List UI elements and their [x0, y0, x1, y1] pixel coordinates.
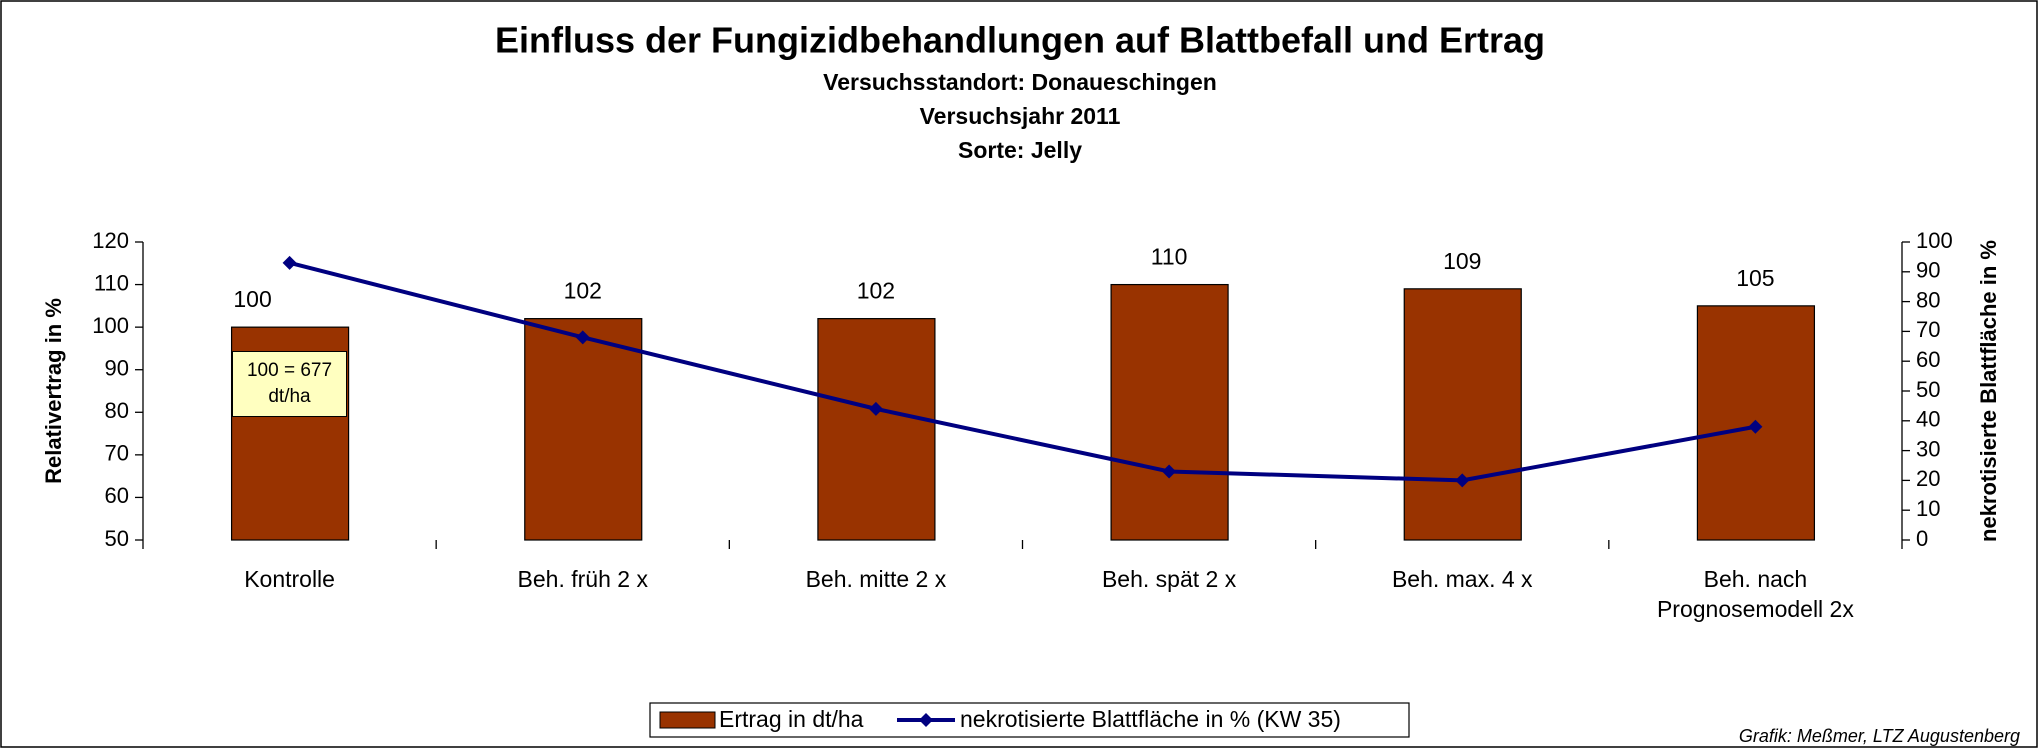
y2-tick-label: 40 [1916, 407, 1940, 432]
data-label: 100 [233, 286, 271, 312]
line [289, 260, 1756, 483]
legend-marker [919, 713, 933, 727]
data-label: 110 [1151, 244, 1188, 270]
legend-box [649, 702, 1410, 738]
y-axis-title: Relativertrag in % [41, 298, 66, 484]
chart-subtitle: Versuchsjahr 2011 [920, 103, 1121, 129]
bar [524, 318, 643, 541]
y2-tick-label: 20 [1916, 466, 1940, 491]
y-tick-label: 70 [105, 441, 129, 466]
line-marker [868, 401, 883, 416]
x-tick-label: Beh. mitte 2 x [805, 566, 947, 592]
y2-tick-label: 10 [1916, 496, 1940, 521]
y2-tick-label: 30 [1916, 436, 1940, 461]
data-label: 109 [1443, 248, 1481, 274]
y-tick-label: 110 [94, 270, 129, 295]
y-tick-label: 100 [92, 313, 129, 338]
x-tick-label: Beh. spät 2 x [1101, 566, 1237, 592]
chart-subtitle: Sorte: Jelly [958, 137, 1082, 163]
y-tick-label: 90 [105, 356, 129, 381]
y2-axis-title: nekrotisierte Blattfläche in % [1976, 240, 2001, 542]
line-marker [1455, 473, 1470, 488]
bar [1110, 283, 1229, 541]
x-tick-label: Beh. früh 2 x [517, 566, 648, 592]
y-tick-label: 120 [92, 228, 129, 253]
credit: Grafik: Meßmer, LTZ Augustenberg [1739, 726, 2020, 746]
line-marker [1748, 419, 1763, 434]
legend-label: nekrotisierte Blattfläche in % (KW 35) [960, 706, 1341, 732]
y2-tick-label: 90 [1916, 258, 1940, 283]
y2-tick-label: 60 [1916, 347, 1940, 372]
y-tick-label: 50 [105, 526, 129, 551]
y-tick-label: 60 [105, 483, 129, 508]
chart-subtitle: Versuchsstandort: Donaueschingen [823, 69, 1217, 95]
data-label: 102 [564, 278, 602, 304]
line-marker [575, 330, 590, 345]
y-tick-label: 80 [105, 398, 129, 423]
legend-swatch [659, 711, 716, 729]
annotation: 100 = 677 dt/ha [232, 351, 347, 417]
line-marker [1162, 464, 1177, 479]
x-tick-label: Beh. nach Prognosemodell 2x [1656, 566, 1854, 622]
line-marker [282, 255, 297, 270]
x-tick-label: Beh. max. 4 x [1391, 566, 1533, 592]
y2-tick-label: 50 [1916, 377, 1940, 402]
data-label: 105 [1736, 265, 1774, 291]
data-label: 102 [857, 278, 895, 304]
chart-title: Einfluss der Fungizidbehandlungen auf Bl… [495, 20, 1545, 61]
y2-tick-label: 70 [1916, 317, 1940, 342]
bar [1403, 288, 1522, 541]
y2-tick-label: 80 [1916, 287, 1940, 312]
x-tick-label: Kontrolle [244, 566, 335, 592]
bar [817, 318, 936, 541]
y2-tick-label: 0 [1916, 526, 1928, 551]
legend-label: Ertrag in dt/ha [719, 706, 864, 732]
y2-tick-label: 100 [1916, 228, 1953, 253]
